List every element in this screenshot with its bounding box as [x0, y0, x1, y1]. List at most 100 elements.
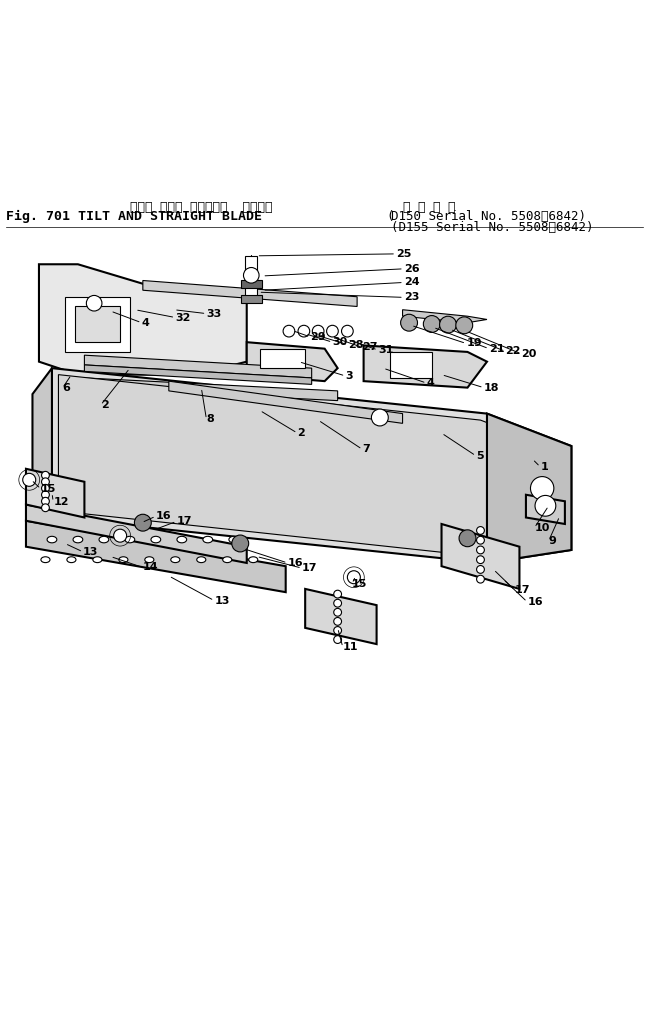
Circle shape	[87, 295, 102, 311]
Circle shape	[114, 529, 126, 542]
Circle shape	[23, 473, 36, 486]
Circle shape	[477, 575, 484, 584]
Text: 31: 31	[378, 345, 393, 355]
Circle shape	[283, 325, 295, 337]
Text: 13: 13	[83, 547, 98, 557]
Circle shape	[477, 546, 484, 554]
Circle shape	[535, 496, 556, 516]
Ellipse shape	[249, 557, 258, 563]
Circle shape	[298, 325, 310, 337]
Ellipse shape	[73, 537, 83, 543]
Polygon shape	[402, 310, 487, 323]
Text: 20: 20	[521, 349, 537, 359]
Text: (D155 Serial No. 5508～6842): (D155 Serial No. 5508～6842)	[391, 221, 593, 234]
Text: 適 用 号 機: 適 用 号 機	[402, 200, 455, 214]
Text: 28: 28	[348, 339, 363, 350]
Circle shape	[456, 317, 473, 334]
Circle shape	[42, 484, 49, 493]
Circle shape	[477, 556, 484, 563]
Polygon shape	[487, 414, 572, 563]
Text: 29: 29	[311, 332, 326, 342]
Circle shape	[42, 478, 49, 485]
Text: チルト および ストレート  ブレード: チルト および ストレート ブレード	[130, 200, 272, 214]
Text: 17: 17	[302, 563, 318, 573]
Circle shape	[400, 314, 417, 331]
Ellipse shape	[67, 557, 76, 563]
Circle shape	[42, 504, 49, 512]
Ellipse shape	[151, 537, 161, 543]
Text: 8: 8	[206, 415, 214, 424]
Ellipse shape	[47, 537, 57, 543]
Text: 2: 2	[101, 401, 109, 410]
Bar	[241, 280, 262, 288]
Bar	[65, 296, 130, 352]
Text: 18: 18	[484, 382, 499, 392]
Text: D150 Serial No. 5508～6842): D150 Serial No. 5508～6842)	[391, 211, 586, 224]
Ellipse shape	[223, 557, 232, 563]
Text: (: (	[386, 211, 394, 224]
Circle shape	[477, 537, 484, 544]
Text: 17: 17	[176, 516, 192, 526]
Bar	[260, 349, 305, 368]
Bar	[75, 307, 120, 342]
Polygon shape	[59, 375, 565, 556]
Ellipse shape	[171, 557, 180, 563]
Polygon shape	[247, 342, 338, 381]
Polygon shape	[85, 356, 312, 378]
Text: 27: 27	[363, 342, 378, 353]
Circle shape	[477, 526, 484, 535]
Text: 24: 24	[404, 277, 419, 287]
Polygon shape	[33, 368, 52, 517]
Polygon shape	[526, 495, 565, 524]
Circle shape	[134, 514, 151, 531]
Text: 15: 15	[352, 578, 367, 589]
Circle shape	[334, 617, 342, 625]
Polygon shape	[143, 280, 357, 307]
Circle shape	[232, 536, 249, 552]
Circle shape	[459, 529, 476, 547]
Text: 30: 30	[333, 337, 348, 347]
Text: 5: 5	[476, 451, 484, 461]
Circle shape	[42, 471, 49, 479]
Ellipse shape	[229, 537, 239, 543]
Circle shape	[243, 268, 259, 283]
Ellipse shape	[177, 537, 187, 543]
Polygon shape	[85, 378, 338, 401]
Bar	[245, 256, 257, 298]
Text: 16: 16	[156, 511, 171, 521]
Text: 15: 15	[41, 484, 56, 494]
Circle shape	[531, 476, 554, 500]
Text: 13: 13	[214, 596, 230, 606]
Ellipse shape	[203, 537, 213, 543]
Circle shape	[477, 565, 484, 573]
Polygon shape	[169, 381, 402, 423]
Polygon shape	[26, 505, 247, 563]
Text: 21: 21	[489, 343, 505, 354]
Circle shape	[334, 626, 342, 635]
Ellipse shape	[197, 557, 206, 563]
Text: 14: 14	[143, 562, 158, 572]
Ellipse shape	[119, 557, 128, 563]
Text: 11: 11	[343, 643, 358, 652]
Polygon shape	[52, 368, 572, 563]
Circle shape	[423, 316, 440, 332]
Polygon shape	[85, 365, 312, 384]
Ellipse shape	[99, 537, 109, 543]
Circle shape	[334, 591, 342, 598]
Text: Fig. 701 TILT AND STRAIGHT BLADE: Fig. 701 TILT AND STRAIGHT BLADE	[7, 211, 262, 224]
Circle shape	[327, 325, 339, 337]
Text: 3: 3	[346, 371, 353, 381]
Ellipse shape	[93, 557, 102, 563]
Text: 23: 23	[404, 292, 419, 303]
Text: 10: 10	[534, 523, 549, 532]
Circle shape	[312, 325, 324, 337]
Ellipse shape	[125, 537, 135, 543]
Ellipse shape	[41, 557, 50, 563]
Polygon shape	[26, 521, 286, 592]
Text: 2: 2	[298, 428, 305, 438]
Circle shape	[42, 498, 49, 505]
Text: 22: 22	[505, 346, 521, 357]
Circle shape	[42, 491, 49, 499]
Polygon shape	[39, 265, 247, 375]
Text: 6: 6	[62, 383, 70, 393]
